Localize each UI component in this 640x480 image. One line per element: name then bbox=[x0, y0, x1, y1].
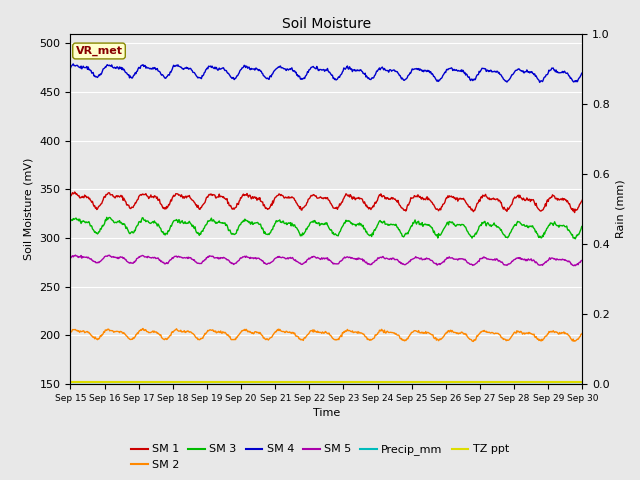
TZ ppt bbox=[403, 379, 411, 385]
SM 4 bbox=[77, 65, 84, 71]
SM 1 bbox=[67, 193, 74, 199]
TZ ppt bbox=[67, 379, 74, 385]
Line: SM 1: SM 1 bbox=[70, 192, 582, 213]
TZ ppt bbox=[129, 379, 136, 385]
SM 1 bbox=[129, 204, 137, 210]
SM 2 bbox=[470, 338, 477, 344]
Precip_mm bbox=[388, 379, 396, 385]
SM 1 bbox=[71, 189, 79, 195]
SM 2 bbox=[579, 330, 586, 336]
SM 3 bbox=[76, 216, 83, 222]
SM 3 bbox=[572, 236, 579, 242]
SM 5 bbox=[570, 263, 578, 269]
SM 1 bbox=[181, 194, 189, 200]
SM 3 bbox=[208, 218, 216, 224]
Text: VR_met: VR_met bbox=[76, 46, 122, 56]
SM 2 bbox=[389, 330, 397, 336]
SM 5 bbox=[579, 257, 586, 263]
Precip_mm bbox=[129, 379, 136, 385]
Legend: SM 1, SM 2, SM 3, SM 4, SM 5, Precip_mm, TZ ppt: SM 1, SM 2, SM 3, SM 4, SM 5, Precip_mm,… bbox=[127, 440, 513, 474]
SM 2 bbox=[129, 336, 136, 342]
SM 4 bbox=[579, 70, 586, 75]
SM 4 bbox=[536, 80, 543, 85]
SM 5 bbox=[72, 252, 79, 258]
SM 1 bbox=[579, 197, 586, 203]
SM 2 bbox=[404, 336, 412, 342]
SM 4 bbox=[67, 65, 74, 71]
Precip_mm bbox=[180, 379, 188, 385]
SM 2 bbox=[139, 325, 147, 331]
Line: SM 4: SM 4 bbox=[70, 64, 582, 83]
TZ ppt bbox=[180, 379, 188, 385]
Precip_mm bbox=[207, 379, 215, 385]
SM 2 bbox=[67, 329, 74, 335]
SM 3 bbox=[129, 230, 137, 236]
SM 2 bbox=[76, 330, 83, 336]
SM 1 bbox=[77, 195, 84, 201]
SM 1 bbox=[571, 210, 579, 216]
SM 1 bbox=[208, 192, 216, 198]
SM 5 bbox=[77, 254, 84, 260]
SM 4 bbox=[389, 68, 397, 73]
SM 4 bbox=[404, 73, 412, 79]
SM 4 bbox=[69, 61, 77, 67]
SM 1 bbox=[404, 202, 412, 207]
SM 4 bbox=[181, 65, 189, 71]
TZ ppt bbox=[76, 379, 83, 385]
SM 4 bbox=[129, 74, 137, 80]
SM 4 bbox=[208, 63, 216, 69]
SM 1 bbox=[389, 195, 397, 201]
Precip_mm bbox=[403, 379, 411, 385]
Precip_mm bbox=[76, 379, 83, 385]
Y-axis label: Rain (mm): Rain (mm) bbox=[616, 180, 625, 238]
SM 3 bbox=[389, 222, 397, 228]
SM 5 bbox=[389, 256, 397, 262]
TZ ppt bbox=[579, 379, 586, 385]
Y-axis label: Soil Moisture (mV): Soil Moisture (mV) bbox=[24, 157, 34, 260]
Line: SM 2: SM 2 bbox=[70, 328, 582, 341]
SM 3 bbox=[103, 215, 111, 220]
SM 5 bbox=[129, 261, 137, 266]
SM 2 bbox=[181, 330, 189, 336]
Title: Soil Moisture: Soil Moisture bbox=[282, 17, 371, 31]
Precip_mm bbox=[579, 379, 586, 385]
SM 3 bbox=[404, 231, 412, 237]
SM 3 bbox=[67, 218, 74, 224]
Line: SM 5: SM 5 bbox=[70, 255, 582, 266]
Line: SM 3: SM 3 bbox=[70, 217, 582, 239]
SM 3 bbox=[579, 223, 586, 229]
SM 5 bbox=[181, 255, 189, 261]
SM 2 bbox=[208, 327, 216, 333]
SM 5 bbox=[208, 254, 216, 260]
SM 5 bbox=[404, 260, 412, 266]
TZ ppt bbox=[388, 379, 396, 385]
X-axis label: Time: Time bbox=[313, 408, 340, 418]
SM 3 bbox=[181, 219, 189, 225]
SM 5 bbox=[67, 255, 74, 261]
TZ ppt bbox=[207, 379, 215, 385]
Precip_mm bbox=[67, 379, 74, 385]
